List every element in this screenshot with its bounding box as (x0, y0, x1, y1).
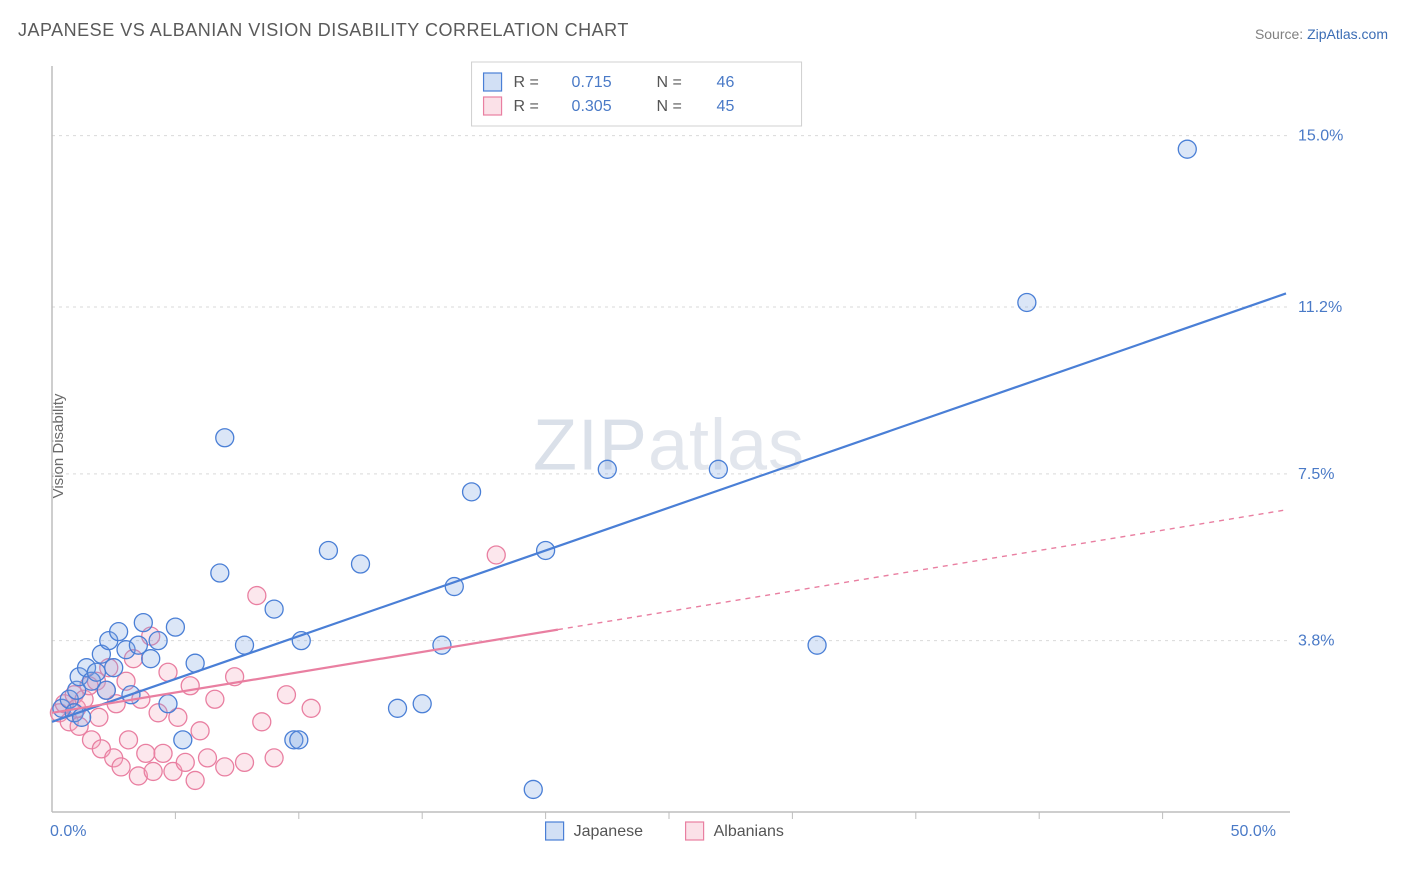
x-axis-max-label: 50.0% (1231, 823, 1276, 840)
x-axis-min-label: 0.0% (50, 823, 86, 840)
point-japanese (134, 614, 152, 632)
point-albanians (112, 758, 130, 776)
point-japanese (236, 636, 254, 654)
point-japanese (142, 650, 160, 668)
point-japanese (598, 460, 616, 478)
point-japanese (166, 618, 184, 636)
point-japanese (290, 731, 308, 749)
point-albanians (176, 753, 194, 771)
point-albanians (253, 713, 271, 731)
point-japanese (1178, 140, 1196, 158)
legend-r-value: 0.305 (572, 98, 612, 115)
legend-swatch (484, 73, 502, 91)
point-japanese (808, 636, 826, 654)
chart-title: JAPANESE VS ALBANIAN VISION DISABILITY C… (18, 20, 629, 41)
point-japanese (433, 636, 451, 654)
point-albanians (191, 722, 209, 740)
point-albanians (236, 753, 254, 771)
trendline-albanians-extrapolated (558, 510, 1286, 630)
legend-swatch (484, 97, 502, 115)
legend-n-value: 45 (717, 98, 735, 115)
legend-r-value: 0.715 (572, 74, 612, 91)
point-albanians (277, 686, 295, 704)
point-japanese (159, 695, 177, 713)
y-tick-label: 7.5% (1298, 466, 1334, 483)
point-japanese (709, 460, 727, 478)
point-japanese (265, 600, 283, 618)
source-prefix: Source: (1255, 26, 1307, 42)
point-albanians (154, 744, 172, 762)
point-japanese (413, 695, 431, 713)
point-albanians (248, 587, 266, 605)
y-tick-label: 3.8% (1298, 633, 1334, 650)
point-japanese (105, 659, 123, 677)
point-japanese (389, 699, 407, 717)
legend-swatch (686, 822, 704, 840)
point-albanians (186, 771, 204, 789)
legend-r-label: R = (514, 74, 539, 91)
point-japanese (211, 564, 229, 582)
point-albanians (216, 758, 234, 776)
point-albanians (302, 699, 320, 717)
source-link[interactable]: ZipAtlas.com (1307, 26, 1388, 42)
legend-series-label: Albanians (714, 823, 784, 840)
point-japanese (149, 632, 167, 650)
point-japanese (110, 623, 128, 641)
legend-n-label: N = (657, 74, 682, 91)
legend-series-label: Japanese (574, 823, 643, 840)
point-albanians (265, 749, 283, 767)
point-japanese (216, 429, 234, 447)
point-albanians (120, 731, 138, 749)
point-albanians (90, 708, 108, 726)
legend-r-label: R = (514, 98, 539, 115)
trendline-japanese (52, 293, 1286, 721)
scatter-chart: 3.8% 7.5% 11.2% 15.0% ZIPatlas 0.0% 50.0% R = 0.… (46, 58, 1346, 848)
point-japanese (1018, 293, 1036, 311)
y-tick-label: 11.2% (1298, 299, 1342, 316)
point-japanese (87, 663, 105, 681)
watermark: ZIPatlas (533, 405, 805, 485)
point-japanese (524, 780, 542, 798)
point-japanese (97, 681, 115, 699)
point-japanese (319, 541, 337, 559)
point-albanians (198, 749, 216, 767)
stats-legend (472, 62, 802, 126)
legend-n-value: 46 (717, 74, 735, 91)
y-tick-label: 15.0% (1298, 128, 1343, 145)
point-japanese (352, 555, 370, 573)
source-credit: Source: ZipAtlas.com (1255, 26, 1388, 42)
point-albanians (144, 762, 162, 780)
plot-area: 3.8% 7.5% 11.2% 15.0% ZIPatlas 0.0% 50.0% R = 0.… (46, 58, 1346, 848)
legend-swatch (546, 822, 564, 840)
legend-n-label: N = (657, 98, 682, 115)
point-albanians (487, 546, 505, 564)
point-japanese (174, 731, 192, 749)
point-albanians (206, 690, 224, 708)
point-japanese (463, 483, 481, 501)
point-albanians (137, 744, 155, 762)
